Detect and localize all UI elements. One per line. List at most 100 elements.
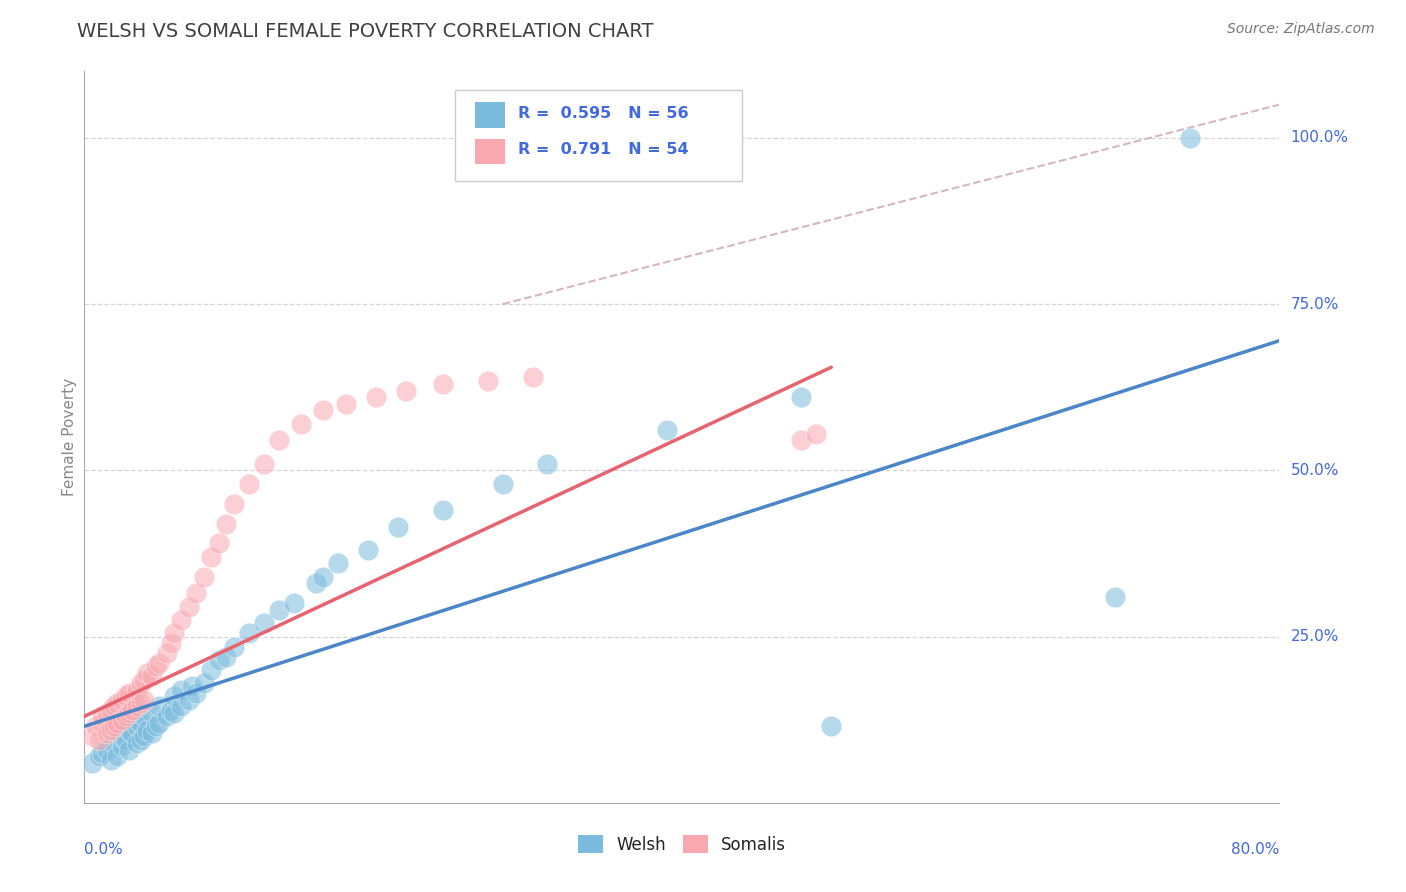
Text: 100.0%: 100.0% — [1291, 130, 1348, 145]
Point — [253, 616, 276, 631]
Point — [790, 390, 813, 404]
Point — [177, 692, 200, 706]
Point — [136, 723, 159, 737]
Point — [312, 403, 335, 417]
Point — [96, 726, 118, 740]
Point — [155, 646, 177, 660]
Point — [208, 536, 231, 550]
Point — [186, 686, 208, 700]
Point — [118, 723, 141, 737]
Point — [238, 476, 260, 491]
Legend: Welsh, Somalis: Welsh, Somalis — [571, 829, 793, 860]
Point — [253, 457, 276, 471]
Point — [145, 659, 167, 673]
Point — [132, 709, 156, 723]
Point — [208, 653, 231, 667]
Point — [91, 709, 114, 723]
Point — [267, 434, 290, 448]
Point — [141, 726, 163, 740]
Point — [238, 626, 260, 640]
Point — [89, 732, 111, 747]
Point — [200, 663, 222, 677]
Point — [522, 370, 544, 384]
Point — [305, 576, 328, 591]
Point — [111, 692, 134, 706]
Point — [148, 716, 170, 731]
Point — [111, 729, 134, 743]
Point — [100, 723, 122, 737]
Point — [536, 457, 558, 471]
FancyBboxPatch shape — [456, 90, 742, 181]
Point — [477, 374, 499, 388]
Point — [129, 732, 152, 747]
Text: R =  0.791   N = 54: R = 0.791 N = 54 — [519, 142, 689, 157]
Point — [290, 417, 312, 431]
Point — [118, 742, 141, 756]
Text: 50.0%: 50.0% — [1291, 463, 1339, 478]
Point — [125, 682, 148, 697]
Point — [432, 503, 454, 517]
Point — [820, 719, 842, 733]
Point — [129, 696, 152, 710]
Point — [170, 682, 193, 697]
Point — [129, 676, 152, 690]
Point — [163, 690, 186, 704]
Text: 75.0%: 75.0% — [1291, 297, 1339, 311]
Point — [1178, 131, 1201, 145]
Point — [103, 699, 125, 714]
Point — [91, 746, 114, 760]
Point — [655, 424, 678, 438]
Point — [215, 516, 238, 531]
Point — [357, 543, 380, 558]
Point — [118, 706, 141, 720]
Point — [215, 649, 238, 664]
Point — [222, 640, 245, 654]
Point — [136, 666, 159, 681]
Point — [148, 699, 170, 714]
Point — [86, 719, 108, 733]
Point — [193, 676, 215, 690]
Point — [89, 749, 111, 764]
Text: Source: ZipAtlas.com: Source: ZipAtlas.com — [1227, 22, 1375, 37]
Point — [111, 739, 134, 754]
Point — [141, 706, 163, 720]
Point — [364, 390, 387, 404]
Point — [125, 736, 148, 750]
Point — [91, 716, 114, 731]
Point — [100, 753, 122, 767]
Point — [163, 626, 186, 640]
Point — [121, 726, 143, 740]
Point — [80, 756, 103, 770]
Text: 25.0%: 25.0% — [1291, 629, 1339, 644]
Point — [100, 703, 122, 717]
Point — [118, 686, 141, 700]
Point — [103, 719, 125, 733]
Point — [200, 549, 222, 564]
Point — [790, 434, 813, 448]
Point — [115, 690, 138, 704]
Point — [335, 397, 357, 411]
Point — [96, 706, 118, 720]
Point — [394, 384, 416, 398]
FancyBboxPatch shape — [475, 102, 505, 128]
Text: 80.0%: 80.0% — [1232, 842, 1279, 856]
Point — [132, 729, 156, 743]
Point — [806, 426, 828, 441]
Point — [1104, 590, 1126, 604]
Point — [105, 749, 128, 764]
Point — [141, 669, 163, 683]
Point — [177, 599, 200, 614]
Text: 0.0%: 0.0% — [84, 842, 124, 856]
FancyBboxPatch shape — [475, 138, 505, 164]
Point — [492, 476, 515, 491]
Point — [115, 709, 138, 723]
Point — [186, 586, 208, 600]
Point — [105, 716, 128, 731]
Point — [132, 673, 156, 687]
Point — [170, 699, 193, 714]
Point — [115, 732, 138, 747]
Point — [155, 709, 177, 723]
Point — [105, 696, 128, 710]
Point — [328, 557, 350, 571]
Point — [111, 713, 134, 727]
